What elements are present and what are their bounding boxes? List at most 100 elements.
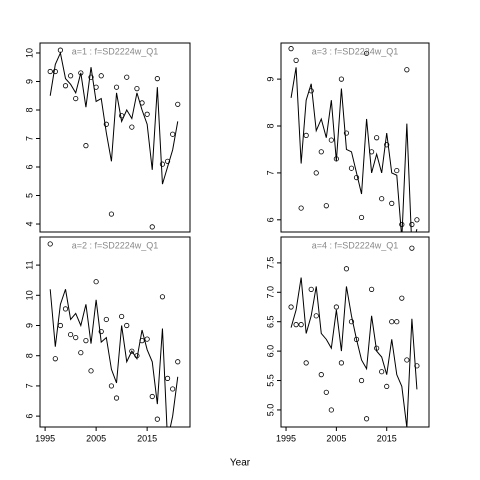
data-point [144, 111, 150, 117]
data-point [83, 143, 89, 149]
strip-label: a=4 : f=SD2224w_Q1 [312, 240, 399, 250]
data-point [57, 322, 64, 329]
data-point [129, 124, 135, 130]
data-point [363, 50, 370, 56]
data-point [134, 86, 140, 92]
data-point [88, 74, 94, 80]
data-point [159, 161, 166, 167]
data-point [108, 383, 115, 389]
data-point [318, 372, 324, 378]
data-point [348, 165, 355, 171]
x-tick-label: 2015 [137, 433, 157, 443]
data-point [47, 241, 53, 247]
y-tick-label: 9 [265, 77, 275, 82]
y-tick-label: 4 [24, 222, 34, 227]
y-tick-label: 10 [24, 290, 34, 300]
data-point [308, 286, 314, 292]
data-point [328, 407, 334, 413]
data-point [389, 200, 395, 206]
data-point [113, 84, 120, 90]
data-point [313, 313, 319, 319]
panel [288, 46, 420, 232]
data-point [149, 393, 155, 400]
series-line [49, 51, 179, 185]
data-point [399, 295, 405, 301]
y-tick-label: 8 [265, 124, 275, 129]
data-point [73, 334, 79, 341]
strip-label: a=1 : f=SD2224w_Q1 [72, 46, 159, 56]
series-line [290, 67, 418, 232]
data-point [47, 68, 53, 75]
data-point [318, 149, 324, 155]
data-point [73, 95, 79, 102]
data-point [83, 338, 89, 344]
y-tick-label: 7 [265, 170, 275, 175]
data-point [293, 322, 299, 328]
data-point [363, 416, 370, 422]
data-point [409, 245, 415, 251]
data-point [374, 135, 380, 141]
data-point [119, 313, 125, 320]
data-point [103, 121, 109, 127]
panel-frame [280, 236, 430, 428]
x-axis-label: Year [230, 458, 251, 469]
data-point [313, 170, 319, 176]
strip-label: a=2 : f=SD2224w_Q1 [72, 240, 159, 250]
x-tick-label: 2015 [377, 433, 397, 443]
data-point [399, 221, 405, 228]
data-point [303, 132, 309, 138]
data-point [333, 304, 339, 310]
data-point [149, 224, 155, 230]
data-point [52, 356, 58, 362]
x-tick-label: 2005 [86, 433, 106, 443]
data-point [384, 142, 390, 148]
data-point [124, 322, 130, 329]
data-point [298, 205, 304, 211]
y-tick-label: 5.0 [265, 404, 275, 417]
y-tick-label: 9 [24, 323, 34, 328]
x-tick-label: 1995 [35, 433, 55, 443]
data-point [323, 203, 329, 209]
series-line [49, 289, 179, 427]
data-point [379, 196, 385, 202]
x-tick-label: 2005 [326, 433, 346, 443]
data-point [338, 360, 345, 366]
data-point [68, 73, 74, 79]
y-tick-label: 6 [24, 414, 34, 419]
panel [288, 245, 420, 427]
data-point [384, 383, 390, 390]
y-tick-label: 7.5 [265, 257, 275, 270]
data-point [394, 319, 400, 325]
data-point [394, 167, 400, 174]
data-point [343, 130, 350, 136]
y-tick-label: 5 [24, 193, 34, 198]
data-point [358, 214, 365, 221]
data-point [414, 217, 420, 223]
y-tick-label: 6.5 [265, 315, 275, 328]
data-point [404, 357, 410, 363]
data-point [57, 47, 64, 53]
y-tick-label: 11 [24, 260, 34, 269]
y-tick-label: 10 [24, 48, 34, 58]
panel-frame [280, 42, 430, 233]
data-point [379, 369, 385, 375]
panel [47, 241, 181, 427]
data-point [293, 57, 299, 63]
data-point [144, 336, 150, 342]
panel [47, 47, 181, 230]
data-point [298, 322, 304, 328]
data-point [389, 319, 395, 325]
data-point [154, 416, 160, 422]
data-point [103, 316, 109, 323]
y-tick-label: 7 [24, 136, 34, 141]
data-point [68, 331, 74, 338]
data-point [303, 360, 309, 366]
data-point [113, 395, 120, 401]
data-point [129, 348, 135, 354]
data-point [175, 359, 181, 365]
data-point [323, 389, 329, 395]
data-point [409, 221, 415, 228]
strip-label: a=3 : f=SD2224w_Q1 [312, 46, 399, 56]
